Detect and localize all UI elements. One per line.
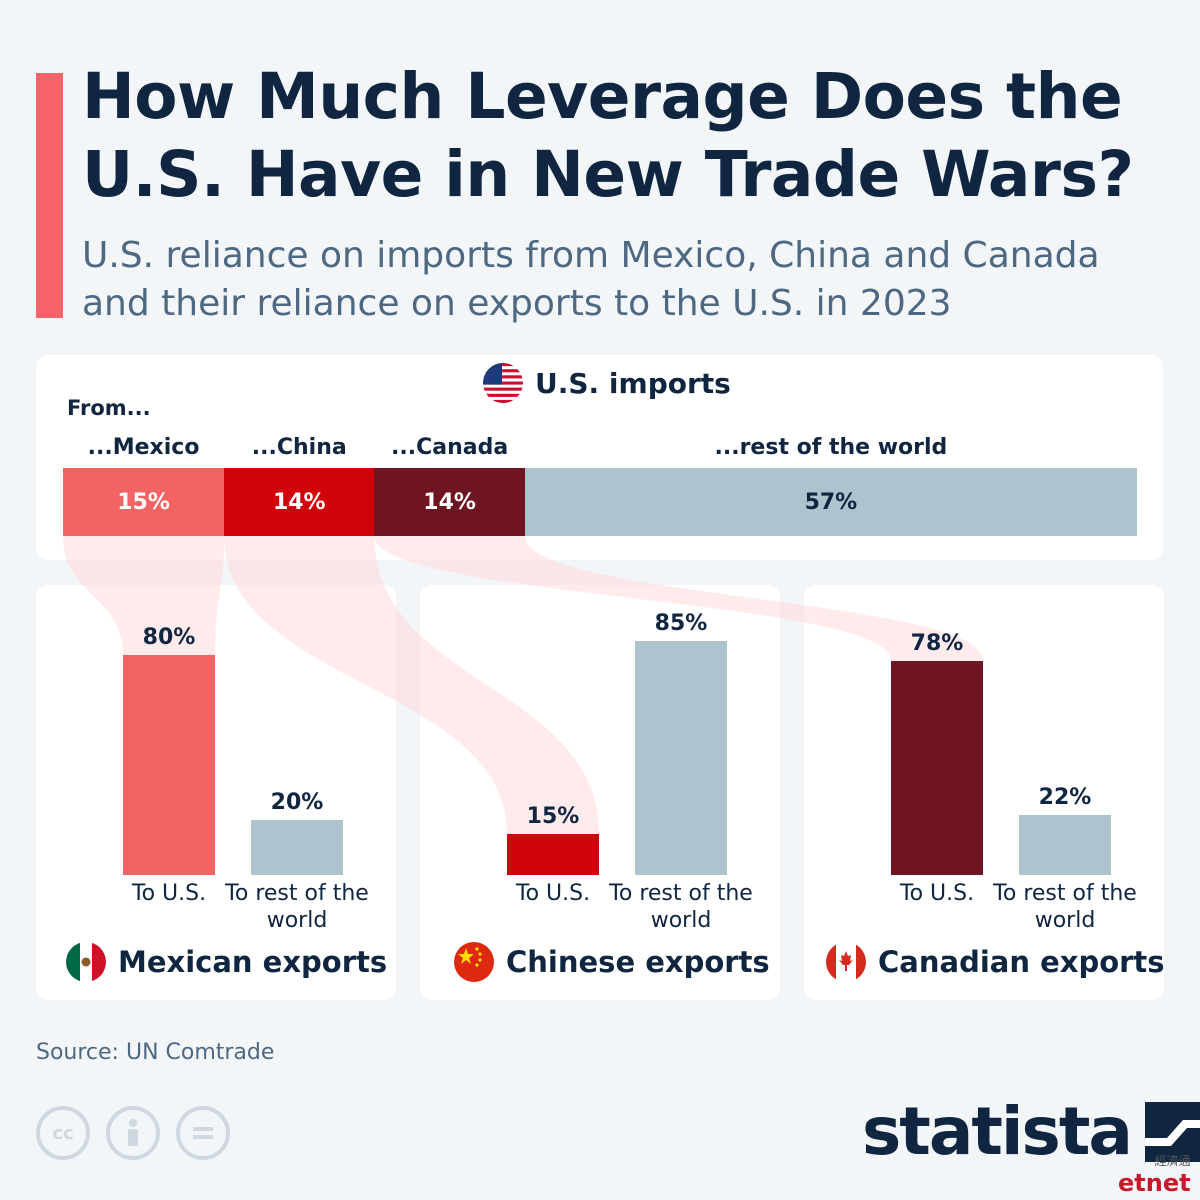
flow-connector: [224, 536, 599, 834]
import-segment-3: 57%: [524, 468, 1137, 536]
import-category-label: ...Mexico: [87, 435, 200, 460]
import-value-label: 15%: [117, 489, 170, 515]
flow-connector: [374, 536, 984, 661]
mexican-exports-title: Mexican exports: [118, 945, 388, 979]
export-category-label: To U.S.: [899, 881, 975, 906]
export-bar-1-0: [123, 655, 215, 875]
statista-logo[interactable]: statista: [862, 1093, 1200, 1170]
export-value-label: 85%: [654, 611, 708, 637]
chinese-exports-title: Chinese exports: [506, 945, 770, 979]
canadian-exports-title: Canadian exports: [878, 945, 1165, 979]
import-value-label: 57%: [804, 489, 858, 515]
etnet-watermark-text: etnet: [1118, 1169, 1191, 1197]
etnet-watermark-cn: 經濟通: [1154, 1154, 1191, 1168]
imports-title-text: U.S. imports: [535, 366, 731, 400]
export-value-label: 22%: [1038, 784, 1092, 810]
import-category-label: ...China: [251, 435, 347, 460]
china-flag-icon: [454, 942, 494, 982]
page-subtitle: U.S. reliance on imports from Mexico, Ch…: [82, 235, 1100, 324]
export-category-label: To rest of the world: [225, 881, 369, 933]
export-value-label: 78%: [910, 630, 964, 656]
export-category-label: To rest of the world: [993, 881, 1137, 933]
export-bar-3-1: [1019, 814, 1111, 875]
creative-commons-icon[interactable]: cc: [36, 1106, 90, 1160]
from-label: From...: [67, 396, 151, 420]
chinese-exports-label: Chinese exports: [454, 942, 770, 982]
export-bar-2-1: [635, 641, 727, 875]
export-value-label: 20%: [270, 790, 324, 815]
import-category-label: ...rest of the world: [714, 435, 948, 460]
attribution-icon[interactable]: [106, 1106, 160, 1160]
import-value-label: 14%: [423, 489, 476, 515]
export-bar-3-0: [891, 660, 983, 875]
source-note: Source: UN Comtrade: [36, 1040, 275, 1065]
import-segment-1: 14%: [224, 468, 375, 536]
flow-connector: [63, 536, 225, 655]
import-category-label: ...Canada: [391, 435, 509, 460]
no-derivatives-icon[interactable]: [176, 1106, 230, 1160]
etnet-watermark: 經濟通 etnet: [1118, 1152, 1191, 1197]
statista-logo-icon: [1144, 1101, 1200, 1162]
export-bar-1-1: [251, 820, 343, 875]
export-value-label: 80%: [142, 625, 196, 650]
accent-bar: [36, 73, 63, 318]
export-category-label: To U.S.: [131, 881, 207, 906]
export-category-label: To U.S.: [515, 881, 591, 906]
statista-wordmark: statista: [862, 1093, 1133, 1170]
canada-flag-icon: [826, 942, 866, 982]
license-icons: cc: [36, 1106, 230, 1160]
canadian-exports-label: Canadian exports: [826, 942, 1165, 982]
export-value-label: 15%: [526, 803, 580, 829]
export-category-label: To rest of the world: [609, 881, 753, 933]
mexico-flag-icon: [66, 942, 106, 982]
import-value-label: 14%: [272, 489, 326, 515]
mexican-exports-label: Mexican exports: [66, 942, 387, 982]
page-title: How Much Leverage Does the U.S. Have in …: [82, 60, 1134, 211]
import-segment-0: 15%: [63, 468, 225, 536]
export-bar-2-0: [507, 833, 599, 875]
import-segment-2: 14%: [374, 468, 525, 536]
canadian-exports-panel: [804, 585, 1164, 1000]
imports-title: U.S. imports: [483, 362, 731, 404]
us-flag-icon: [483, 363, 523, 403]
